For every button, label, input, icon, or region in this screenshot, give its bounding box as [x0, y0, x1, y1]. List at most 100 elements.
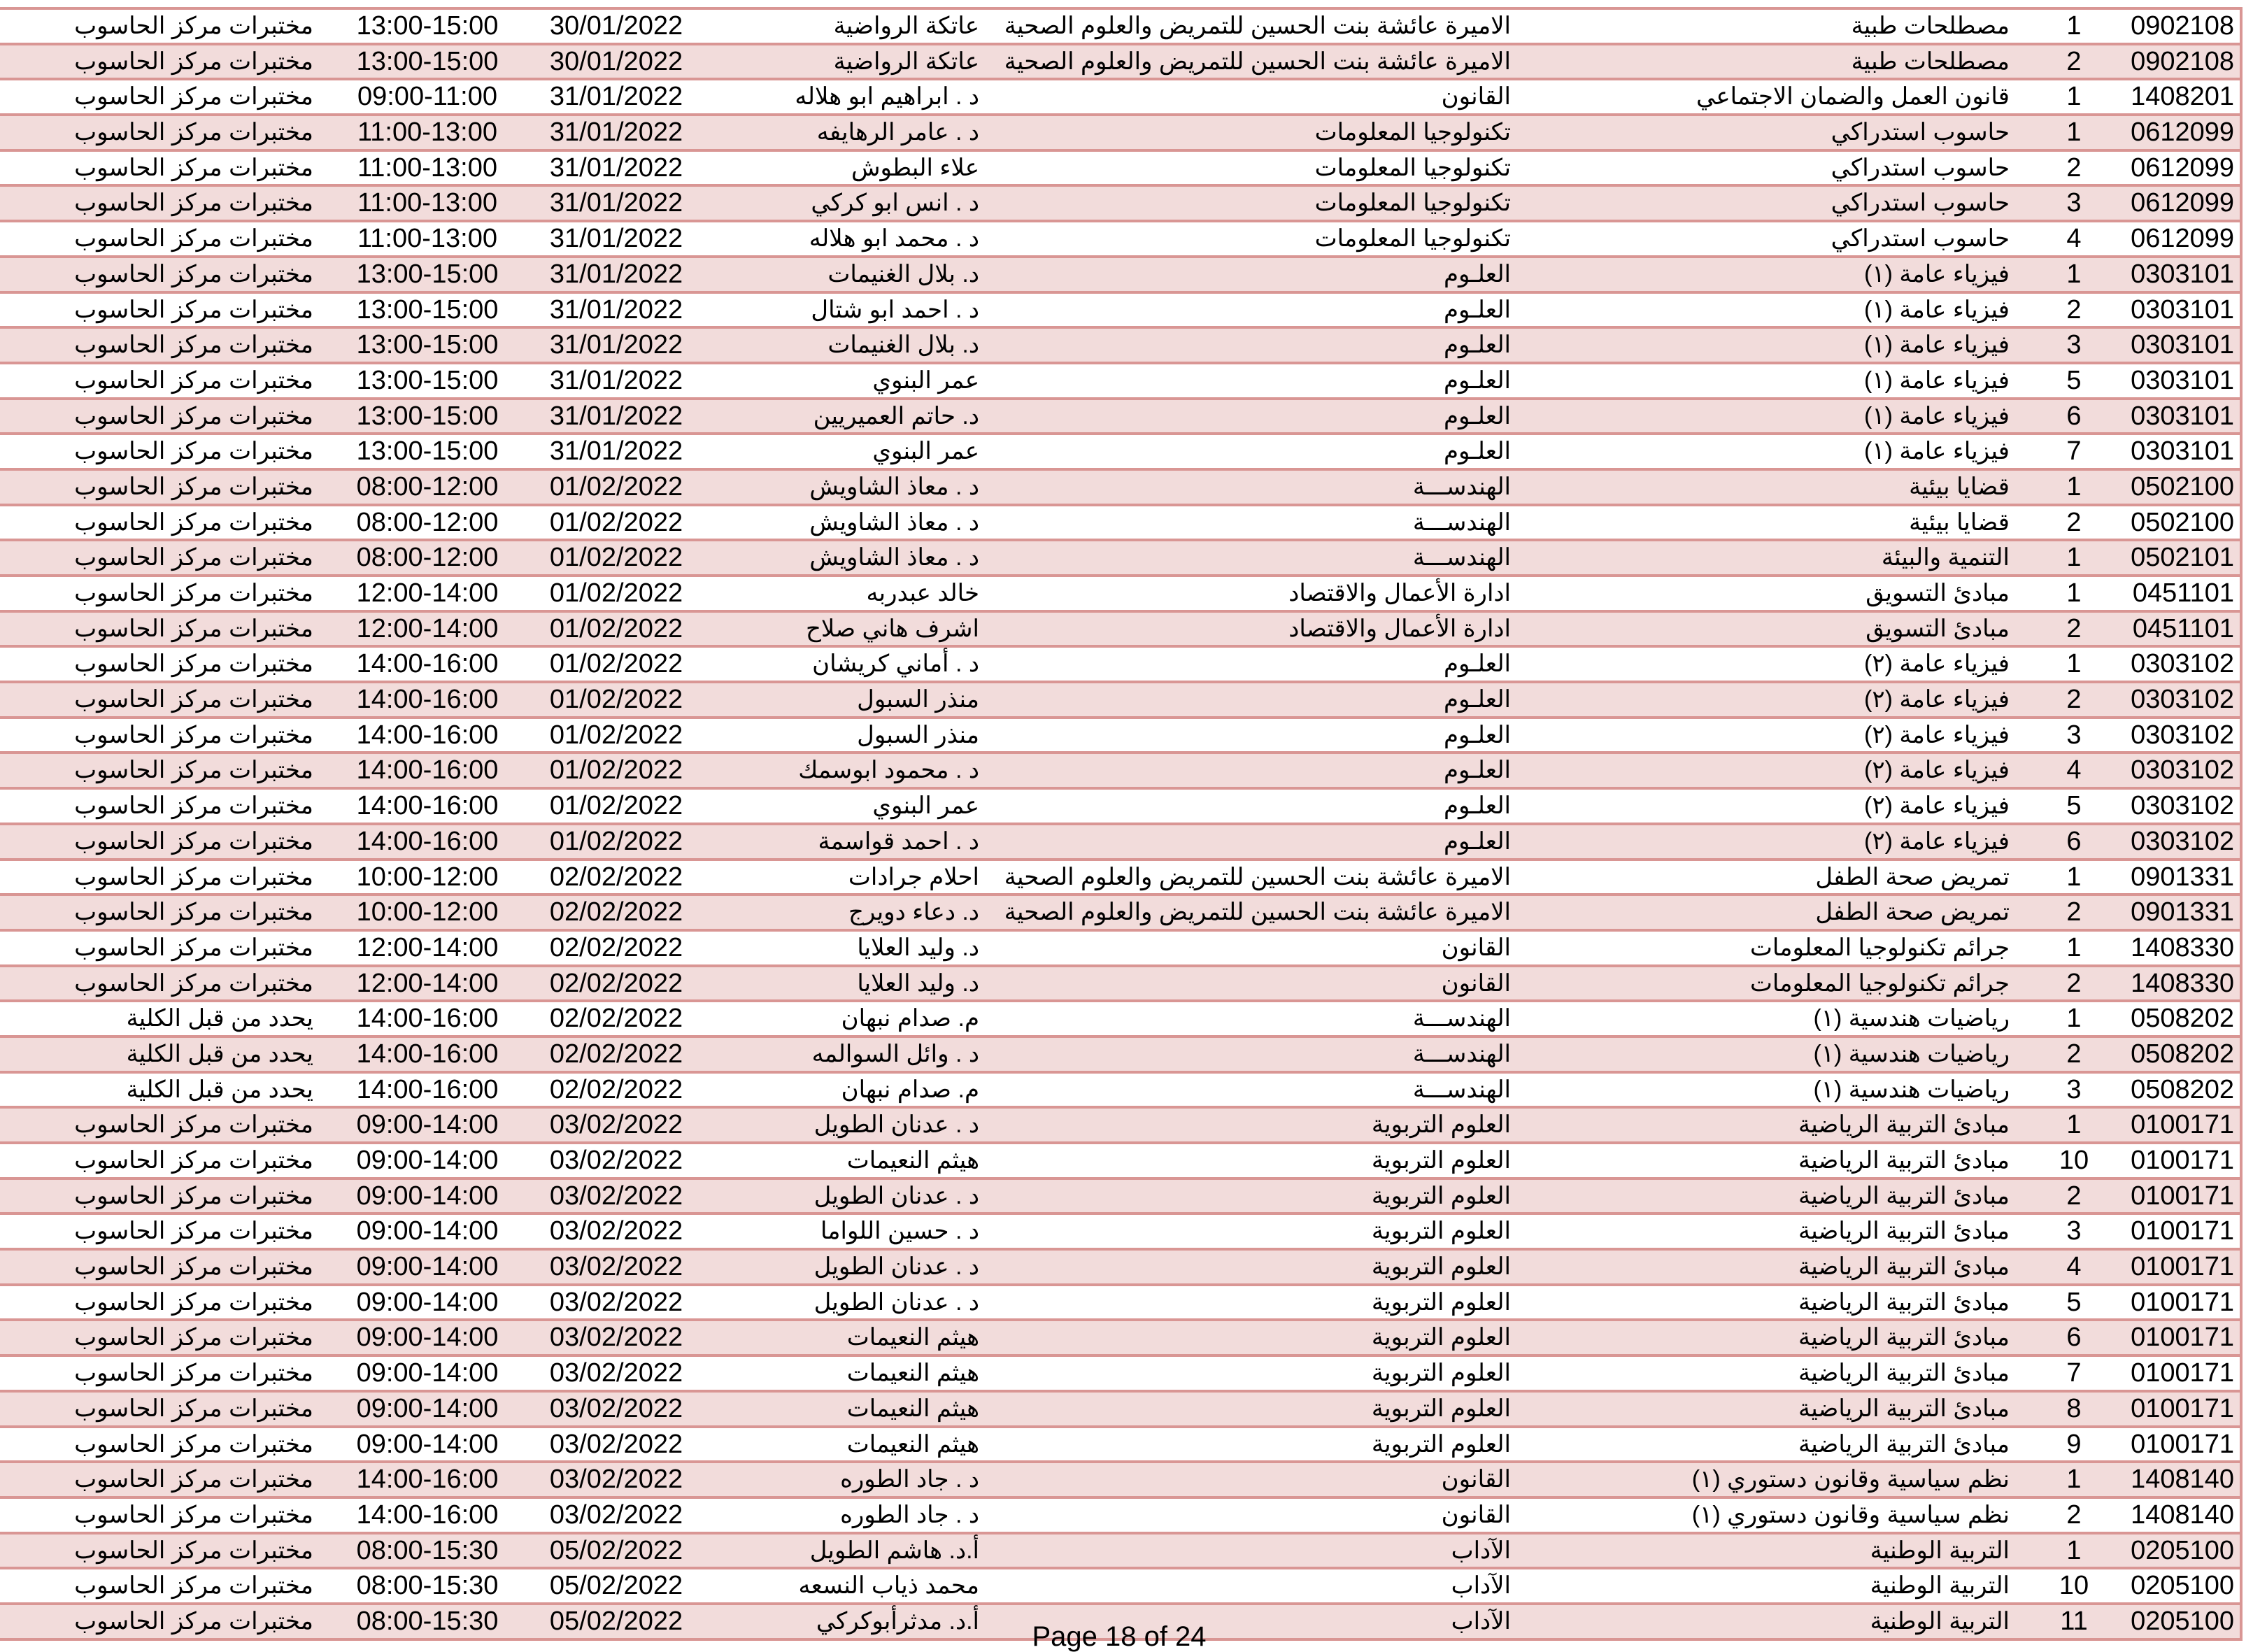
- exam-date: 03/02/2022: [549, 1252, 683, 1282]
- exam-date: 03/02/2022: [549, 1181, 683, 1211]
- course-name: مبادئ التربية الرياضية: [1798, 1147, 2010, 1174]
- exam-location: مختبرات مركز الحاسوب: [74, 1537, 313, 1564]
- course-code: 0612099: [2131, 118, 2234, 148]
- exam-location: مختبرات مركز الحاسوب: [74, 1111, 313, 1139]
- course-code: 1408201: [2131, 82, 2234, 112]
- exam-time: 11:00-13:00: [357, 152, 498, 183]
- course-name: مبادئ التربية الرياضية: [1798, 1111, 2010, 1139]
- exam-time: 09:00-14:00: [356, 1252, 499, 1282]
- exam-time: 14:00-16:00: [356, 1039, 499, 1069]
- course-name: فيزياء عامة (٢): [1864, 792, 2010, 820]
- table-row: 1408201 1 قانون العمل والضمان الاجتماعي الق…: [0, 78, 2240, 114]
- exam-time: 13:00-15:00: [356, 401, 499, 431]
- college-name: العلوم التربوية: [1371, 1182, 1511, 1209]
- exam-time: 09:00-11:00: [357, 82, 498, 112]
- exam-time: 13:00-15:00: [356, 259, 499, 289]
- course-name: فيزياء عامة (٢): [1864, 650, 2010, 678]
- exam-time: 09:00-14:00: [356, 1429, 499, 1459]
- course-code: 0451101: [2132, 613, 2234, 643]
- instructor-name: د . عدنان الطويل: [813, 1111, 979, 1139]
- exam-date: 31/01/2022: [549, 152, 683, 183]
- instructor-name: منذر السبول: [857, 686, 979, 713]
- exam-time: 08:00-15:30: [356, 1606, 499, 1636]
- table-row: 0612099 2 حاسوب استدراكي تكنولوجيا المعلوما…: [0, 148, 2240, 185]
- instructor-name: هيثم النعيمات: [846, 1430, 979, 1458]
- course-code: 0901331: [2131, 897, 2234, 927]
- college-name: العلوم التربوية: [1371, 1147, 1511, 1174]
- exam-time: 09:00-14:00: [356, 1216, 499, 1246]
- exam-time: 14:00-16:00: [356, 1074, 499, 1104]
- course-name: مبادئ التربية الرياضية: [1798, 1430, 2010, 1458]
- exam-date: 05/02/2022: [549, 1571, 683, 1601]
- course-name: جرائم تكنولوجيا المعلومات: [1749, 969, 2010, 997]
- table-row: 0303101 2 فيزياء عامة (١) العلـوم د . احمد ا…: [0, 290, 2240, 327]
- exam-time: 09:00-14:00: [356, 1181, 499, 1211]
- instructor-name: اشرف هاني صلاح: [805, 615, 979, 642]
- table-row: 0303101 7 فيزياء عامة (١) العلـوم عمر البنوي…: [0, 432, 2240, 468]
- instructor-name: عاتكة الرواضية: [833, 13, 979, 39]
- college-name: الآداب: [1451, 1537, 1511, 1564]
- exam-location: مختبرات مركز الحاسوب: [74, 366, 313, 394]
- course-code: 0303101: [2131, 365, 2234, 395]
- exam-time: 12:00-14:00: [356, 968, 499, 998]
- instructor-name: د . احمد قواسمة: [818, 827, 979, 855]
- exam-time: 13:00-15:00: [356, 365, 499, 395]
- section-number: 2: [2066, 1181, 2082, 1211]
- instructor-name: عاتكة الرواضية: [833, 48, 979, 75]
- college-name: العلـوم: [1443, 827, 1511, 855]
- exam-location: مختبرات مركز الحاسوب: [74, 13, 313, 39]
- course-code: 0303101: [2131, 436, 2234, 467]
- course-name: مبادئ التربية الرياضية: [1798, 1253, 2010, 1281]
- course-code: 0303102: [2131, 826, 2234, 856]
- exam-time: 14:00-16:00: [356, 649, 499, 679]
- college-name: العلـوم: [1443, 332, 1511, 359]
- table-row: 0303101 1 فيزياء عامة (١) العلـوم د. بلال ال…: [0, 255, 2240, 291]
- course-code: 0100171: [2131, 1252, 2234, 1282]
- exam-date: 01/02/2022: [549, 685, 683, 715]
- section-number: 1: [2066, 1535, 2082, 1565]
- exam-location: مختبرات مركز الحاسوب: [74, 332, 313, 359]
- section-number: 7: [2066, 1358, 2082, 1388]
- section-number: 4: [2066, 755, 2082, 785]
- course-code: 1408140: [2131, 1465, 2234, 1495]
- college-name: القانون: [1441, 1466, 1511, 1493]
- exam-location: مختبرات مركز الحاسوب: [74, 721, 313, 748]
- exam-time: 13:00-15:00: [356, 436, 499, 467]
- course-code: 0901331: [2131, 862, 2234, 892]
- exam-date: 01/02/2022: [549, 826, 683, 856]
- exam-date: 31/01/2022: [549, 259, 683, 289]
- exam-date: 03/02/2022: [549, 1358, 683, 1388]
- instructor-name: د. حاتم العميريين: [813, 402, 979, 429]
- college-name: القانون: [1441, 1501, 1511, 1528]
- table-row: 0303102 2 فيزياء عامة (٢) العلـوم منذر السبو…: [0, 681, 2240, 716]
- section-number: 5: [2066, 1287, 2082, 1317]
- exam-time: 12:00-14:00: [356, 578, 499, 608]
- college-name: الهندســـة: [1412, 544, 1511, 571]
- course-name: مبادئ التربية الرياضية: [1798, 1324, 2010, 1351]
- table-row: 0612099 1 حاسوب استدراكي تكنولوجيا المعلوما…: [0, 113, 2240, 149]
- college-name: القانون: [1441, 934, 1511, 961]
- exam-location: مختبرات مركز الحاسوب: [74, 1147, 313, 1174]
- college-name: الاميرة عائشة بنت الحسين للتمريض والعلوم…: [1004, 13, 1511, 39]
- exam-date: 01/02/2022: [549, 471, 683, 501]
- section-number: 2: [2066, 1039, 2082, 1069]
- section-number: 10: [2059, 1571, 2089, 1601]
- exam-location: مختبرات مركز الحاسوب: [74, 969, 313, 997]
- section-number: 2: [2066, 968, 2082, 998]
- course-code: 0303102: [2131, 685, 2234, 715]
- exam-time: 11:00-13:00: [357, 118, 498, 148]
- college-name: العلوم التربوية: [1371, 1360, 1511, 1387]
- section-number: 3: [2066, 1216, 2082, 1246]
- course-name: مبادئ التسويق: [1865, 580, 2010, 606]
- instructor-name: عمر البنوي: [872, 438, 979, 465]
- section-number: 8: [2066, 1393, 2082, 1423]
- exam-date: 31/01/2022: [549, 330, 683, 360]
- table-row: 1408330 1 جرائم تكنولوجيا المعلومات القانون…: [0, 928, 2240, 964]
- section-number: 1: [2066, 82, 2082, 112]
- college-name: ادارة الأعمال والاقتصاد: [1288, 615, 1511, 642]
- instructor-name: د . محمد ابو هلاله: [809, 225, 979, 252]
- section-number: 2: [2066, 152, 2082, 183]
- course-name: نظم سياسية وقانون دستوري (١): [1691, 1501, 2010, 1528]
- section-number: 3: [2066, 188, 2082, 218]
- course-code: 0508202: [2131, 1039, 2234, 1069]
